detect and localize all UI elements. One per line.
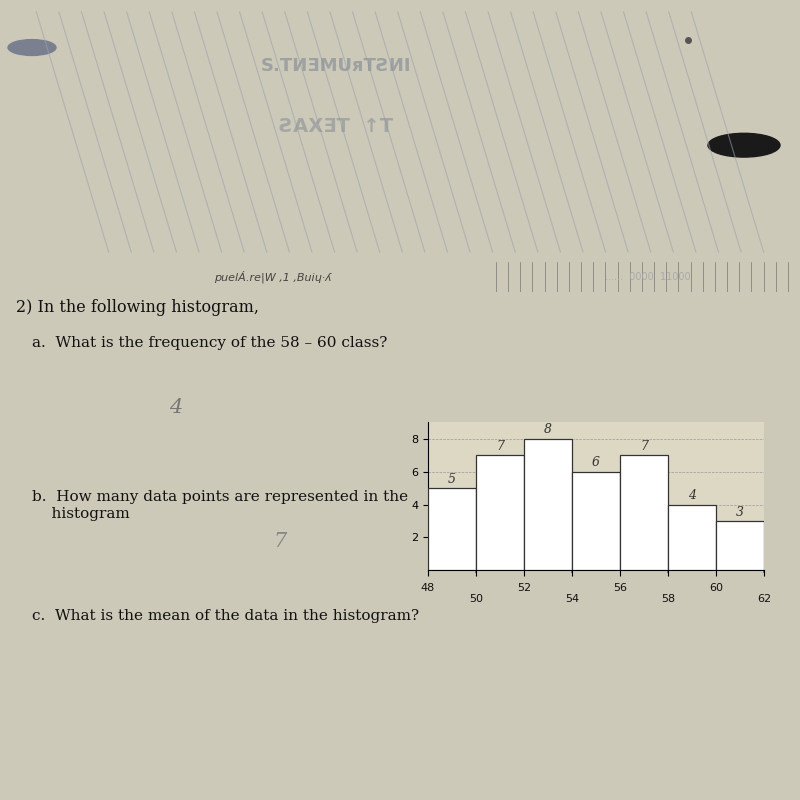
Bar — [620, 455, 668, 570]
Text: a.  What is the frequency of the 58 – 60 class?: a. What is the frequency of the 58 – 60 … — [32, 336, 387, 350]
Text: 4: 4 — [170, 398, 182, 417]
Text: 5: 5 — [448, 473, 456, 486]
Text: 7: 7 — [274, 532, 286, 550]
Text: 6: 6 — [592, 456, 600, 470]
Text: 3: 3 — [736, 506, 744, 518]
Text: 4: 4 — [688, 489, 696, 502]
Text: 7: 7 — [496, 440, 504, 453]
Text: 8: 8 — [544, 423, 552, 436]
Text: 50: 50 — [469, 594, 483, 604]
Text: 48: 48 — [421, 582, 435, 593]
Bar — [716, 521, 764, 570]
Bar — [476, 455, 524, 570]
Text: puelÁ.re|W ,1 ,Buiɥ·ʎ: puelÁ.re|W ,1 ,Buiɥ·ʎ — [214, 270, 332, 283]
Text: ......  0000  11000: ...... 0000 11000 — [605, 272, 691, 282]
Text: c.  What is the mean of the data in the histogram?: c. What is the mean of the data in the h… — [32, 609, 419, 623]
Bar — [572, 472, 620, 570]
Text: 60: 60 — [709, 582, 723, 593]
Bar — [428, 488, 476, 570]
Text: 62: 62 — [757, 594, 771, 604]
Text: 58: 58 — [661, 594, 675, 604]
Text: 2) In the following histogram,: 2) In the following histogram, — [16, 299, 259, 317]
Bar — [524, 439, 572, 570]
Text: 52: 52 — [517, 582, 531, 593]
Circle shape — [708, 134, 780, 157]
Text: b.  How many data points are represented in the
    histogram: b. How many data points are represented … — [32, 490, 408, 521]
Bar — [668, 505, 716, 570]
Text: S.TИƎMUяTƧИI: S.TИƎMUяTƧИI — [261, 57, 411, 75]
Text: 56: 56 — [613, 582, 627, 593]
Text: ƧAXƎT  ↑T: ƧAXƎT ↑T — [279, 118, 393, 136]
Text: 7: 7 — [640, 440, 648, 453]
Text: 54: 54 — [565, 594, 579, 604]
Circle shape — [8, 39, 56, 55]
